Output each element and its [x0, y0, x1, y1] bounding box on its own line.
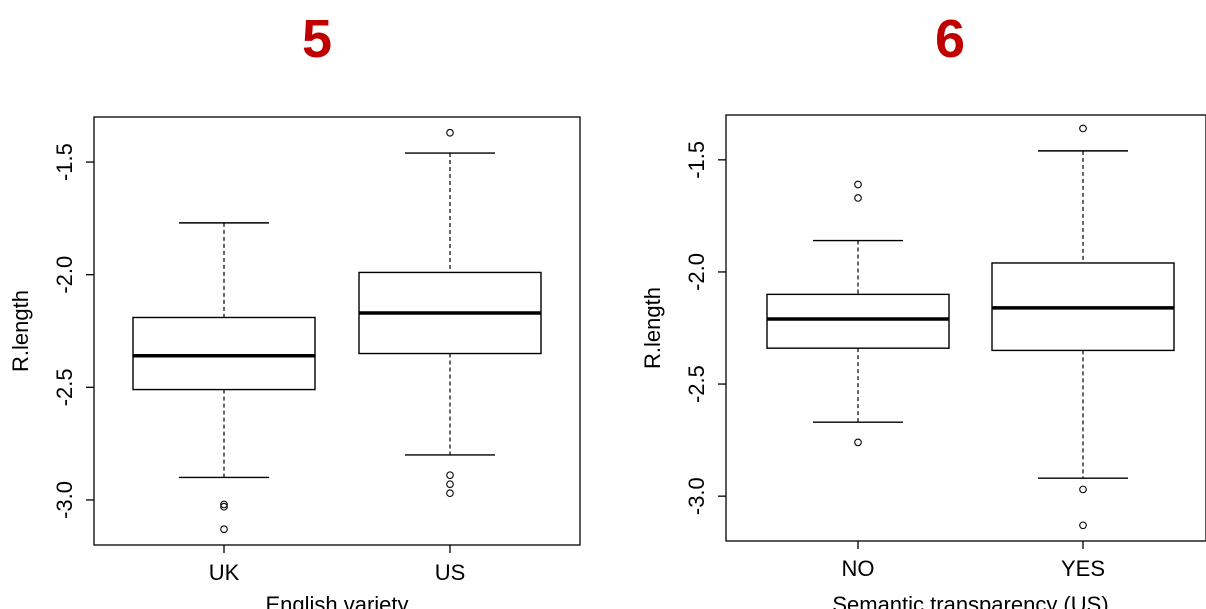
- outlier-point: [1079, 485, 1087, 494]
- y-tick-label: -2.0: [52, 256, 77, 294]
- outlier-point: [446, 480, 454, 489]
- panel-number-6: 6: [934, 9, 966, 69]
- outlier-point: [1079, 124, 1087, 133]
- x-axis-label: Semantic transparency (US): [832, 592, 1108, 609]
- y-tick-label: -3.0: [52, 481, 77, 519]
- outlier-point: [446, 471, 454, 480]
- y-tick-label: -2.5: [52, 368, 77, 406]
- outlier-point: [446, 128, 454, 137]
- outlier-point: [1079, 521, 1087, 530]
- y-tick-label: -3.0: [684, 477, 709, 515]
- panel-number-5: 5: [301, 9, 333, 69]
- plot-frame: [93, 116, 581, 546]
- outlier-point: [220, 525, 228, 534]
- plot-frame: [725, 114, 1206, 542]
- y-axis-label: R.length: [8, 290, 33, 372]
- x-tick-label: US: [435, 560, 466, 585]
- outlier-point: [220, 502, 228, 511]
- y-tick-label: -1.5: [684, 141, 709, 179]
- outlier-point: [854, 438, 862, 447]
- box-no: [766, 293, 950, 349]
- y-tick-label: -2.5: [684, 365, 709, 403]
- x-axis-label: English variety: [265, 592, 408, 609]
- x-tick-label: UK: [209, 560, 240, 585]
- outlier-point: [854, 194, 862, 202]
- y-tick-label: -1.5: [52, 143, 77, 181]
- x-tick-label: YES: [1061, 556, 1105, 581]
- outlier-point: [446, 489, 454, 498]
- y-tick-label: -2.0: [684, 253, 709, 291]
- outlier-point: [854, 180, 862, 189]
- box-uk: [132, 316, 316, 391]
- outlier-point: [220, 500, 228, 509]
- x-tick-label: NO: [842, 556, 875, 581]
- y-axis-label: R.length: [640, 287, 665, 369]
